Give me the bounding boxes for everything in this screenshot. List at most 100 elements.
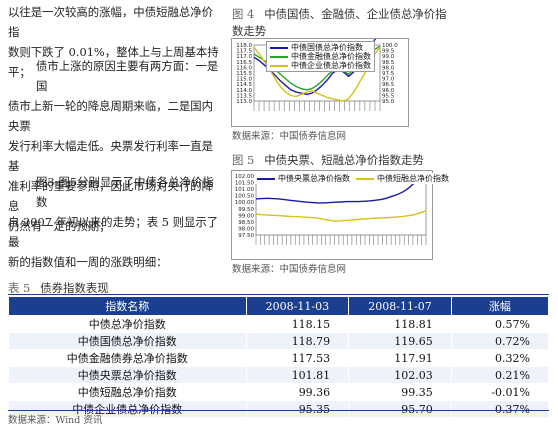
y2-tick-label: 98.0 [382,65,395,71]
legend-swatch [257,177,275,180]
cell-value: 95.70 [348,400,452,418]
table-row: 中债企业债总净价指数 95.35 95.70 0.37% [8,400,550,418]
legend-label: 中债国债总净价指数 [291,43,363,52]
cell-value: 101.81 [245,366,350,384]
figure5-number: 图 5 [232,153,255,167]
y-tick-label: 97.50 [238,233,254,239]
figure4-title-line1: 中债国债、金融债、企业债总净价指 [264,7,447,21]
cell-value: 99.35 [348,383,452,401]
legend-swatch [270,64,288,67]
figure4-title-line2: 数走势 [232,24,267,38]
table5-number: 表 5 [8,281,31,295]
paragraph-figures: 图3-图5分别显示了中债各总净价指数 自 2007 年初以来的走势；表 5 则显… [8,172,223,272]
cell-index-name: 中债国债总净价指数 [8,332,247,350]
y2-tick-label: 98.5 [382,60,395,66]
col-header-change: 涨幅 [450,296,550,316]
y-tick-label: 114.5 [236,82,252,88]
y-tick-label: 116.0 [236,65,252,71]
col-header-name: 指数名称 [8,296,247,316]
cell-index-name: 中债总净价指数 [8,315,247,333]
cell-change: 0.57% [450,315,550,333]
figure5-legend: 中债央票总净价指数 中债短融总净价指数 [254,173,452,184]
table5-title: 债券指数表现 [40,281,109,295]
cell-index-name: 中债企业债总净价指数 [8,400,247,418]
cell-index-name: 中债金融债券总净价指数 [8,349,247,367]
table-row: 中债央票总净价指数 101.81 102.03 0.21% [8,366,550,384]
text-line: 数则下跌了 0.01%，整体上与上周基本持平； [8,45,219,79]
cell-value: 102.03 [348,366,452,384]
y-tick-label: 100.00 [235,200,255,206]
bond-index-table: 指数名称 2008-11-03 2008-11-07 涨幅 中债总净价指数 11… [8,296,550,418]
table5-caption: 表 5 债券指数表现 [8,280,109,296]
cell-value: 118.81 [348,315,452,333]
cell-change: 0.72% [450,332,550,350]
y-tick-label: 115.5 [236,71,252,77]
plot-area [255,175,427,236]
y-tick-label: 113.0 [236,99,252,105]
cell-change: 0.37% [450,400,550,418]
cell-change: 0.21% [450,366,550,384]
cell-index-name: 中债短融总净价指数 [8,383,247,401]
y2-tick-label: 96.5 [382,82,395,88]
y2-tick-label: 96.0 [382,88,395,94]
cell-value: 117.53 [245,349,350,367]
table5-source: 数据来源：Wind 资讯 [8,415,103,426]
legend-label: 中债企业债总净价指数 [291,61,371,70]
legend-swatch [356,177,374,180]
y-tick-label: 101.50 [235,181,255,187]
paragraph-reasons: 债市上涨的原因主要有两方面：一是国 债市上新一轮的降息周期来临，二是国内央票 发… [8,56,223,236]
table-row: 中债总净价指数 118.15 118.81 0.57% [8,315,550,333]
text-line: 发行利率大幅走低。央票发行利率一直是基 [8,139,214,173]
cell-change: 0.32% [450,349,550,367]
table-top-rule [8,294,549,295]
text-line: 新的指数值和一周的涨跌明细： [8,255,168,269]
y-tick-label: 117.5 [236,49,252,55]
legend-swatch [270,46,288,49]
series-line [255,210,427,222]
legend-label: 中债金融债总净价指数 [291,52,371,61]
y-tick-label: 118.0 [236,43,252,49]
y-tick-label: 116.5 [236,60,252,66]
y2-tick-label: 95.0 [382,99,395,105]
col-header-date2: 2008-11-07 [348,296,452,316]
y-tick-label: 99.50 [238,207,254,213]
series-line [253,46,381,102]
figure5-plot: 102.00101.50101.00100.50100.0099.5099.00… [235,174,427,245]
text-line: 准利率的重要参照，因此市场对央行的降息 [8,179,214,213]
table-row: 中债金融债券总净价指数 117.53 117.91 0.32% [8,349,550,367]
y2-tick-label: 97.5 [382,71,395,77]
text-line: 债市上新一轮的降息周期来临，二是国内央票 [8,99,214,133]
text-line: 以往是一次较高的涨幅，中债短融总净价指 [8,5,214,39]
series-line [255,174,427,204]
y-tick-label: 98.50 [238,220,254,226]
figure4-chart: 118.0 117.5 117.0 116.5 116.0 115.5 115.0 114.5… [231,34,409,127]
cell-value: 118.79 [245,332,350,350]
y-tick-label: 117.0 [236,54,252,60]
cell-value: 118.15 [245,315,350,333]
text-line: 图3-图5分别显示了中债各总净价指数 [36,175,214,209]
y-tick-label: 101.00 [235,187,255,193]
table-row: 中债短融总净价指数 99.36 99.35 -0.01% [8,383,550,401]
y-tick-label: 98.00 [238,226,254,232]
table-header-row: 指数名称 2008-11-03 2008-11-07 涨幅 [8,296,550,316]
figure4-source: 数据来源：中国债券信息网 [232,131,347,142]
cell-change: -0.01% [450,383,550,401]
figure5-caption: 图 5 中债央票、短融总净价指数走势 [232,152,424,168]
text-line: 仍然有一定的预期； [8,219,111,233]
text-line: 债市上涨的原因主要有两方面：一是国 [36,59,219,93]
figure5-source: 数据来源：中国债券信息网 [232,264,347,275]
y-tick-label: 99.00 [238,213,254,219]
y-tick-label: 115.0 [236,77,252,83]
legend-label: 中债央票总净价指数 [278,174,350,183]
legend-swatch [270,55,288,58]
y-tick-label: 114.0 [236,88,252,94]
y2-tick-label: 99.0 [382,54,395,60]
cell-value: 95.35 [245,400,350,418]
cell-value: 117.91 [348,349,452,367]
col-header-date1: 2008-11-03 [245,296,350,316]
cell-value: 119.65 [348,332,452,350]
y-tick-label: 102.00 [235,174,255,180]
table-row: 中债国债总净价指数 118.79 119.65 0.72% [8,332,550,350]
y-tick-label: 113.5 [236,93,252,99]
y2-tick-label: 99.5 [382,49,395,55]
